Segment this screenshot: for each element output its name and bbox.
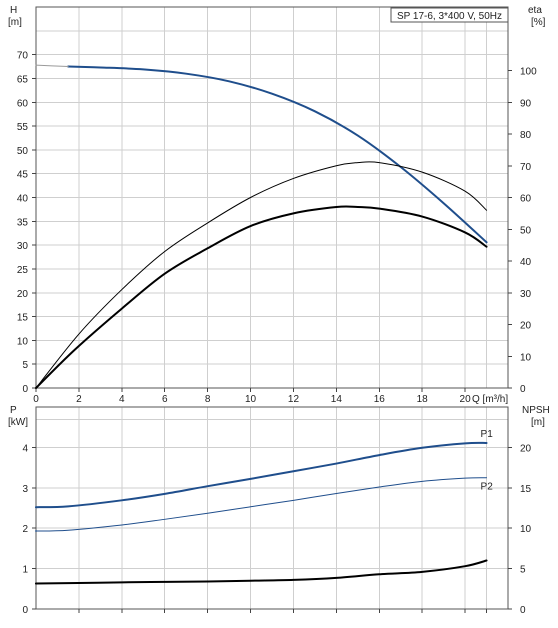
plot2-series-2-point xyxy=(35,530,37,532)
plot1-y2tick-label: 40 xyxy=(520,257,532,268)
plot1-xtick-label: 4 xyxy=(119,394,125,405)
plot2-series-2-line xyxy=(35,477,488,532)
plot1-ytick-label: 45 xyxy=(17,170,29,181)
plot1-ylabel: H xyxy=(10,5,17,16)
plot1-ytick-label: 35 xyxy=(17,217,29,228)
plot1-xtick-label: 18 xyxy=(417,394,429,405)
plot1-ytick-label: 0 xyxy=(22,384,28,395)
plot2-series-1-point xyxy=(35,506,37,509)
plot2-ytick-label: 1 xyxy=(22,565,28,576)
plot1-xtick-label: 12 xyxy=(288,394,300,405)
plot1-ytick-label: 70 xyxy=(17,51,29,62)
plot1-y2tick-label: 60 xyxy=(520,194,532,205)
plot2-ytick-label: 3 xyxy=(22,484,28,495)
plot1-xtick-label: 6 xyxy=(162,394,168,405)
plot1-y2tick-label: 100 xyxy=(520,67,537,78)
plot2-y2label: NPSH xyxy=(522,405,550,416)
plot2-series-3-point xyxy=(35,582,37,585)
plot1-series-3-line xyxy=(35,161,488,389)
plot1-title: SP 17-6, 3*400 V, 50Hz xyxy=(397,11,502,22)
plot1-y2tick-label: 90 xyxy=(520,98,532,109)
plot2-ytick-label: 4 xyxy=(22,443,28,454)
plot1-ytick-label: 40 xyxy=(17,194,29,205)
plot2-series-label-p1: P1 xyxy=(481,429,494,440)
plot2-y2tick-label: 10 xyxy=(520,524,532,535)
plot1-ytick-label: 60 xyxy=(17,98,29,109)
plot1-series-1-line xyxy=(67,65,488,244)
plot1-series-4-point xyxy=(35,387,37,389)
plot2-series-label-p2: P2 xyxy=(481,482,494,493)
plot1-ytick-label: 55 xyxy=(17,122,29,133)
plot1-xtick-label: 8 xyxy=(205,394,211,405)
plot1-xtick-label: 14 xyxy=(331,394,343,405)
plot2-series-3-line xyxy=(35,559,488,585)
plot1-y2tick-label: 30 xyxy=(520,289,532,300)
plot1-ytick-label: 5 xyxy=(22,360,28,371)
plot2-y2label-unit: [m] xyxy=(531,417,545,428)
plot1-ytick-label: 25 xyxy=(17,265,29,276)
plot2-y2tick-label: 15 xyxy=(520,484,532,495)
plot2-y2tick-label: 0 xyxy=(520,605,526,616)
plot1-y2tick-label: 20 xyxy=(520,321,532,332)
plot1-ytick-label: 20 xyxy=(17,289,29,300)
plot1-ylabel-unit: [m] xyxy=(8,17,22,28)
plot2-y2tick-label: 20 xyxy=(520,443,532,454)
plot1-y2label-unit: [%] xyxy=(531,17,546,28)
plot1-xtick-label: 10 xyxy=(245,394,257,405)
plot1-xtick-label: 0 xyxy=(33,394,39,405)
plot1-series-4-line xyxy=(35,205,488,389)
plot1-y2tick-label: 50 xyxy=(520,225,532,236)
plot2-ytick-label: 2 xyxy=(22,524,28,535)
plot1-series-2-line xyxy=(35,64,69,68)
plot2-y2tick-label: 5 xyxy=(520,565,526,576)
plot1-ytick-label: 15 xyxy=(17,313,29,324)
plot1-ytick-label: 50 xyxy=(17,146,29,157)
plot2-frame xyxy=(35,406,509,610)
plot1-ytick-label: 30 xyxy=(17,241,29,252)
plot1-xlabel: Q [m³/h] xyxy=(472,394,508,405)
plot2-ylabel: P xyxy=(10,405,17,416)
plot1-ytick-label: 10 xyxy=(17,336,29,347)
plot1-y2tick-label: 0 xyxy=(520,384,526,395)
plot1-xtick-label: 16 xyxy=(374,394,386,405)
plot2-ylabel-unit: [kW] xyxy=(8,417,28,428)
plot1-y2tick-label: 70 xyxy=(520,162,532,173)
plot2-ytick-label: 0 xyxy=(22,605,28,616)
plot2-series-1-line xyxy=(35,441,488,509)
plot1-xtick-label: 2 xyxy=(76,394,82,405)
plot1-xtick-label: 20 xyxy=(460,394,472,405)
plot1-ytick-label: 65 xyxy=(17,74,29,85)
plot1-title-box xyxy=(390,7,509,23)
plot1-y2label: eta xyxy=(528,5,542,16)
plot1-y2tick-label: 10 xyxy=(520,352,532,363)
plot1-y2tick-label: 80 xyxy=(520,130,532,141)
